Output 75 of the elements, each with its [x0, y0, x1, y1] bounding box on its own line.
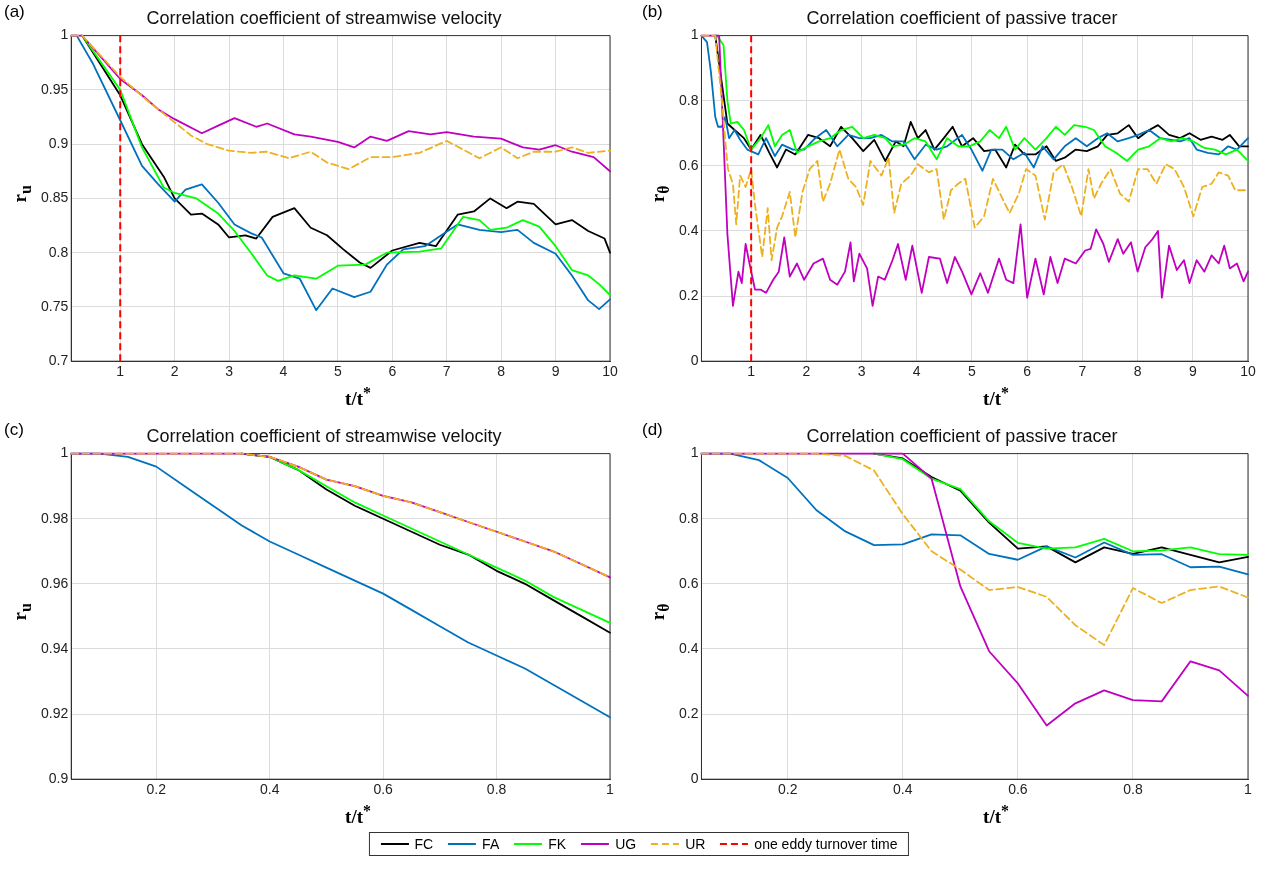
x-tick-label: 7	[442, 363, 451, 380]
x-axis-title: t/t$^{*}$	[344, 802, 372, 829]
x-tick-label: 4	[912, 363, 921, 380]
y-tick-label: 0.96	[41, 574, 69, 591]
legend-label: one eddy turnover time	[754, 836, 898, 852]
x-tick-label: 4	[279, 363, 288, 380]
y-tick-label: 1	[60, 26, 69, 43]
y-tick-label: 0.8	[48, 243, 69, 260]
x-axis-title: t/t$^{*}$	[344, 384, 372, 411]
y-tick-label: 0.85	[41, 189, 69, 206]
x-tick-label: 1	[116, 363, 125, 380]
x-tick-label: 8	[497, 363, 506, 380]
x-tick-label: 10	[1240, 363, 1256, 380]
x-tick-label: 1	[606, 781, 615, 798]
chart-title: Correlation coefficient of passive tracer	[806, 425, 1118, 446]
x-tick-label: 10	[602, 363, 618, 380]
y-tick-label: 0.8	[678, 509, 699, 526]
chart-title: Correlation coefficient of passive tracer	[806, 7, 1118, 28]
y-tick-label: 1	[690, 444, 699, 461]
legend-label: FA	[482, 836, 500, 852]
x-tick-label: 0.2	[146, 781, 167, 798]
legend-label: UG	[615, 836, 637, 852]
chart-title: Correlation coefficient of streamwise velocity	[146, 425, 502, 446]
y-tick-label: 0.8	[678, 91, 699, 108]
x-tick-label: 9	[551, 363, 560, 380]
legend-label: FK	[548, 836, 567, 852]
x-tick-label: 9	[1188, 363, 1197, 380]
x-tick-label: 3	[857, 363, 866, 380]
x-axis-title: t/t$^{*}$	[982, 802, 1010, 829]
text: (c)	[4, 420, 24, 440]
y-tick-label: 0	[690, 770, 699, 787]
y-tick-label: 1	[60, 444, 69, 461]
text: (d)	[642, 420, 663, 440]
x-tick-label: 0.6	[1008, 781, 1028, 798]
x-tick-label: 0.8	[1123, 781, 1143, 798]
line-series	[700, 34, 1249, 262]
x-axis-title: t/t$^{*}$	[982, 384, 1010, 411]
x-tick-label: 6	[388, 363, 397, 380]
x-tick-label: 3	[225, 363, 234, 380]
y-tick-label: 0.9	[48, 770, 69, 787]
y-tick-label: 0.92	[41, 704, 69, 721]
legend-label: UR	[685, 836, 706, 852]
y-tick-label: 1	[690, 26, 699, 43]
text: (a)	[4, 2, 25, 22]
y-tick-label: 0.2	[678, 704, 699, 721]
x-tick-label: 2	[802, 363, 811, 380]
x-tick-label: 2	[170, 363, 179, 380]
x-tick-label: 7	[1078, 363, 1087, 380]
y-tick-label: 0.6	[678, 156, 699, 173]
legend-label: FC	[414, 836, 434, 852]
y-tick-label: 0	[690, 352, 699, 369]
y-tick-label: 0.94	[41, 639, 69, 656]
y-tick-label: 0.9	[48, 134, 69, 151]
y-tick-label: 0.7	[48, 352, 69, 369]
line-series	[700, 452, 1249, 646]
y-tick-label: 0.98	[41, 509, 69, 526]
x-tick-label: 8	[1133, 363, 1142, 380]
x-tick-label: 5	[968, 363, 977, 380]
y-tick-label: 0.6	[678, 574, 699, 591]
x-tick-label: 0.4	[260, 781, 280, 798]
x-tick-label: 0.2	[778, 781, 798, 798]
x-tick-label: 6	[1023, 363, 1032, 380]
text: (b)	[642, 2, 663, 22]
x-tick-label: 0.4	[893, 781, 913, 798]
y-tick-label: 0.2	[678, 286, 699, 303]
y-tick-label: 0.95	[41, 80, 69, 97]
x-tick-label: 1	[1244, 781, 1253, 798]
chart-title: Correlation coefficient of streamwise velocity	[146, 7, 502, 28]
y-tick-label: 0.4	[678, 221, 699, 238]
x-tick-label: 0.6	[373, 781, 394, 798]
x-tick-label: 5	[334, 363, 342, 380]
y-tick-label: 0.75	[41, 297, 69, 314]
y-tick-label: 0.4	[678, 639, 699, 656]
x-tick-label: 0.8	[486, 781, 507, 798]
x-tick-label: 1	[747, 363, 756, 380]
